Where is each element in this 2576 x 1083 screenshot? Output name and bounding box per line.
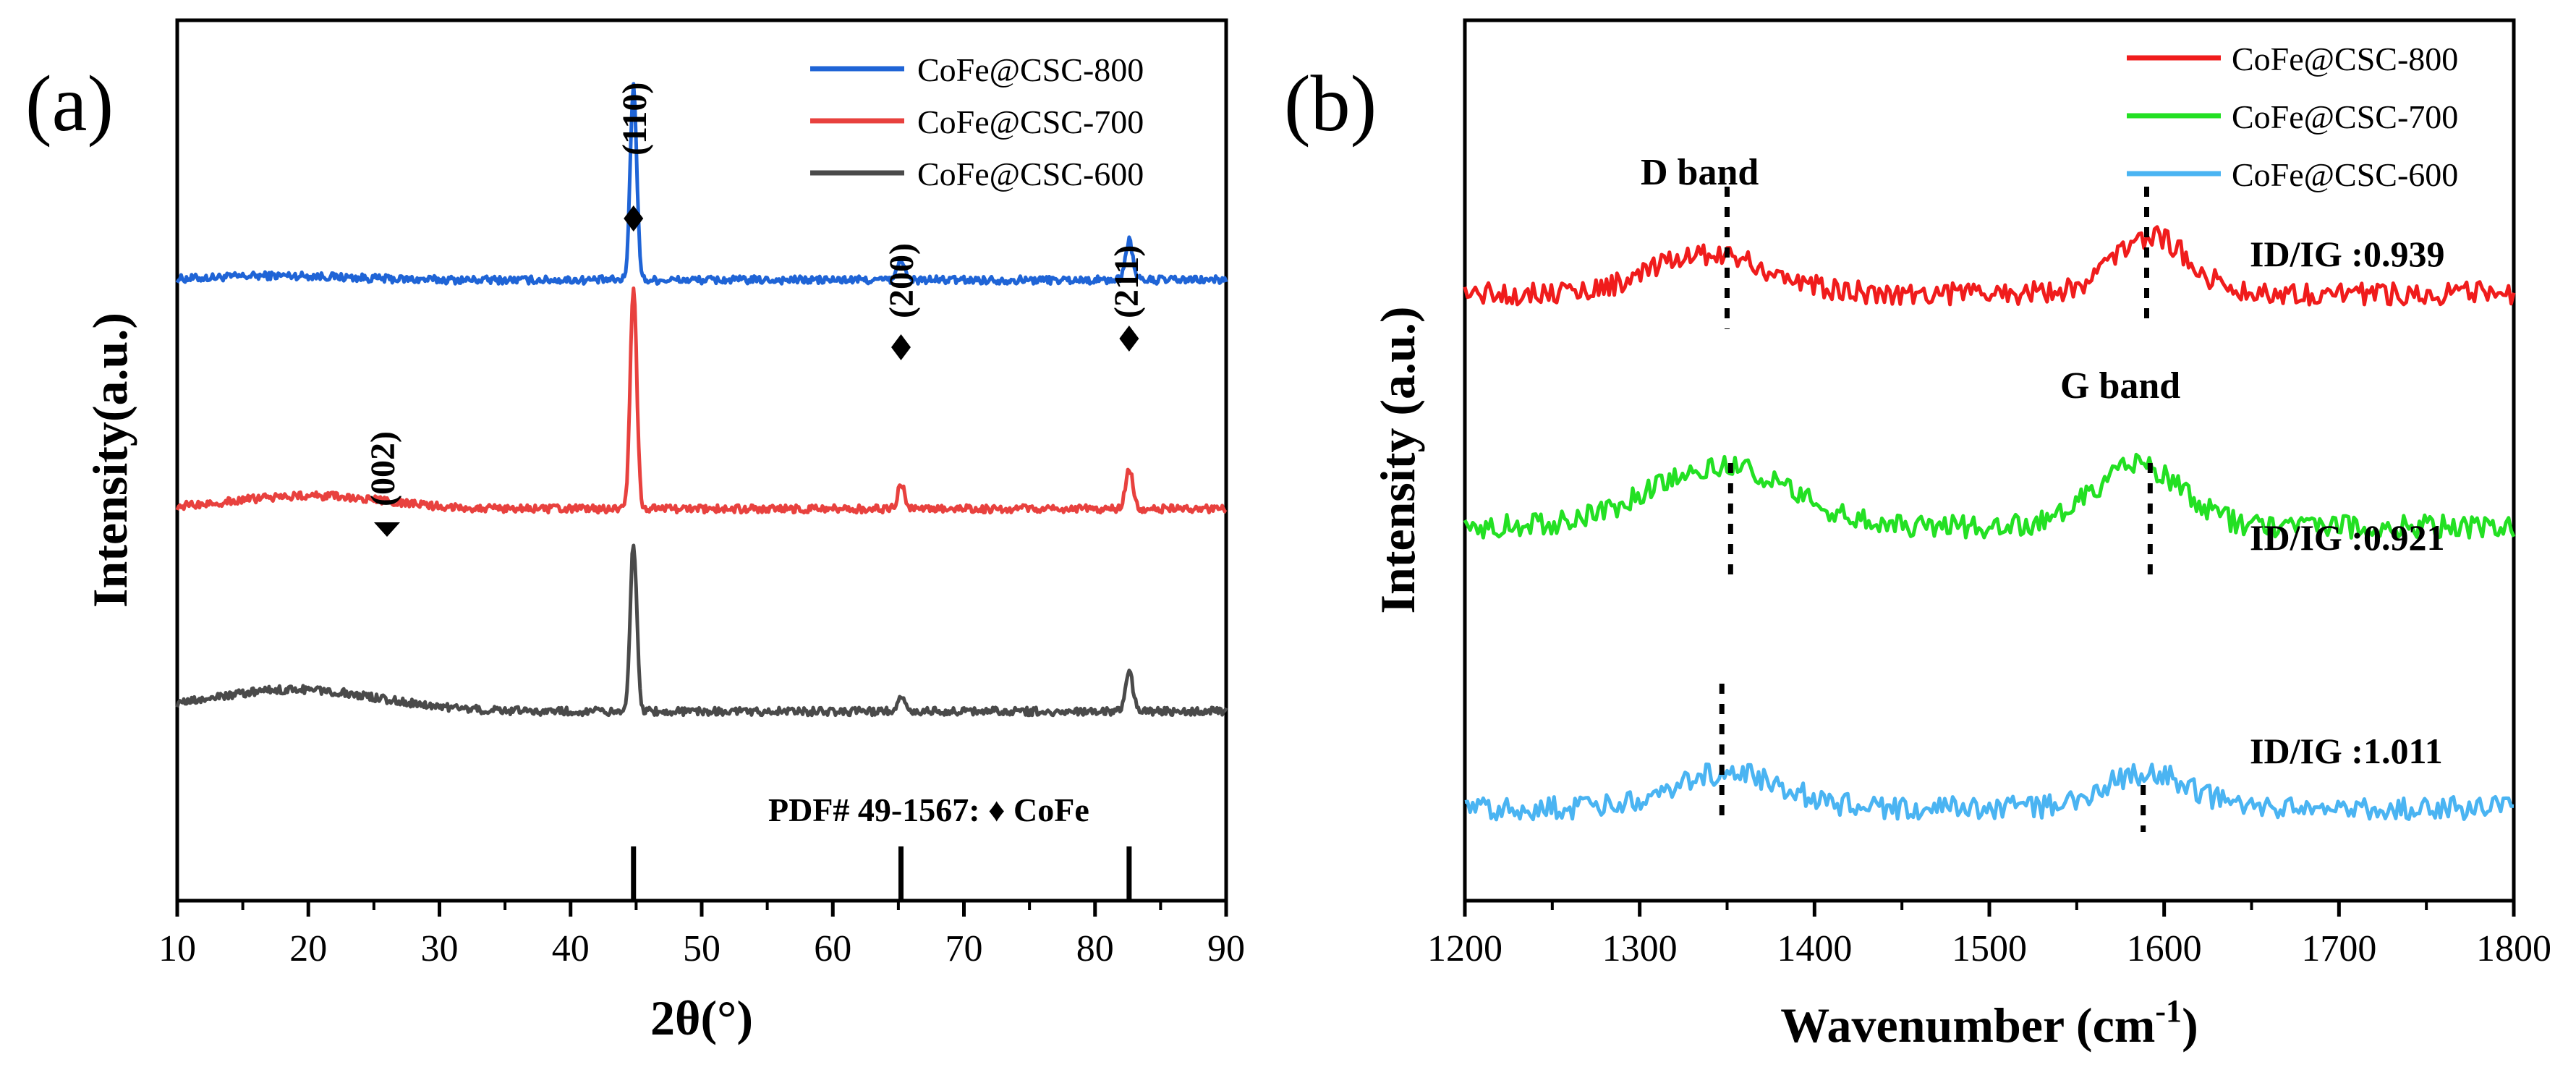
diamond-marker <box>1119 326 1139 352</box>
x-tick-label-b: 1400 <box>1777 928 1852 969</box>
x-tick-label-a: 90 <box>1207 928 1245 969</box>
a-x-ticks: 10 20 30 40 50 60 70 80 90 <box>158 901 1245 969</box>
x-tick-label-b: 1600 <box>2127 928 2202 969</box>
x-tick-label-b: 1200 <box>1427 928 1502 969</box>
a-reference-lines <box>631 846 1132 901</box>
legend-a-label-700: CoFe@CSC-700 <box>917 103 1144 140</box>
panel-label-b: (b) <box>1284 59 1377 148</box>
diamond-marker <box>891 334 911 360</box>
triangle-marker <box>374 522 400 537</box>
x-tick-label-b: 1500 <box>1952 928 2027 969</box>
y-axis-label-a: Intensity(a.u.) <box>82 313 137 608</box>
x-axis-label-a: 2θ(°) <box>650 990 753 1045</box>
peak-label-211: (211) <box>1108 245 1146 318</box>
xrd-series-line-CoFe@CSC-800 <box>175 82 1228 286</box>
raman-chart: (b) 1200 1300 1400 1500 1600 1700 1800 CoFe@CS… <box>1284 18 2551 1053</box>
g-band-label: G band <box>2060 365 2180 407</box>
panel-label-a: (a) <box>25 59 114 148</box>
b-band-markers <box>1719 187 2153 832</box>
x-tick-label-a: 40 <box>552 928 590 969</box>
b-series-lines <box>1463 225 2516 822</box>
a-series-lines <box>175 82 1228 718</box>
legend-b-label-700: CoFe@CSC-700 <box>2232 98 2458 135</box>
xrd-chart: (a) 10 20 30 40 50 60 70 80 90 (110) (200) (211)… <box>25 18 1245 1045</box>
legend-a: CoFe@CSC-800 CoFe@CSC-700 CoFe@CSC-600 <box>810 51 1144 192</box>
legend-a-label-800: CoFe@CSC-800 <box>917 51 1144 88</box>
raman-series-line-CoFe@CSC-600 <box>1464 763 2515 822</box>
d-band-label: D band <box>1641 152 1759 193</box>
x-tick-label-a: 80 <box>1076 928 1114 969</box>
x-tick-label-b: 1300 <box>1602 928 1678 969</box>
ratio-label-600: ID/IG :1.011 <box>2250 731 2443 771</box>
x-axis-label-b: Wavenumber (cm-1) <box>1780 993 2198 1053</box>
ratio-label-800: ID/IG :0.939 <box>2250 234 2444 274</box>
x-tick-label-a: 10 <box>158 928 196 969</box>
legend-b: CoFe@CSC-800 CoFe@CSC-700 CoFe@CSC-600 <box>2127 41 2458 193</box>
x-tick-label-b: 1700 <box>2301 928 2376 969</box>
peak-label-002: (002) <box>364 431 402 506</box>
x-tick-label-b: 1800 <box>2476 928 2551 969</box>
xrd-series-line-CoFe@CSC-600 <box>175 543 1228 718</box>
b-x-ticks: 1200 1300 1400 1500 1600 1700 1800 <box>1427 901 2551 969</box>
x-tick-label-a: 70 <box>945 928 983 969</box>
x-tick-label-a: 60 <box>814 928 851 969</box>
peak-label-110: (110) <box>616 82 654 156</box>
a-peak-markers <box>374 205 1139 537</box>
peak-label-200: (200) <box>883 243 921 318</box>
diamond-marker <box>624 205 644 232</box>
raman-series-line-CoFe@CSC-800 <box>1463 225 2516 307</box>
x-tick-label-a: 50 <box>683 928 720 969</box>
legend-b-label-800: CoFe@CSC-800 <box>2232 41 2458 77</box>
x-tick-label-a: 30 <box>421 928 459 969</box>
legend-a-label-600: CoFe@CSC-600 <box>917 156 1144 192</box>
y-axis-label-b: Intensity (a.u.) <box>1370 306 1425 613</box>
legend-b-label-600: CoFe@CSC-600 <box>2232 156 2458 193</box>
raman-series-line-CoFe@CSC-700 <box>1463 452 2516 540</box>
pdf-annotation: PDF# 49-1567: ♦ CoFe <box>768 791 1089 828</box>
xrd-series-line-CoFe@CSC-700 <box>175 286 1228 515</box>
ratio-label-700: ID/IG :0.921 <box>2250 517 2444 558</box>
x-tick-label-a: 20 <box>289 928 327 969</box>
